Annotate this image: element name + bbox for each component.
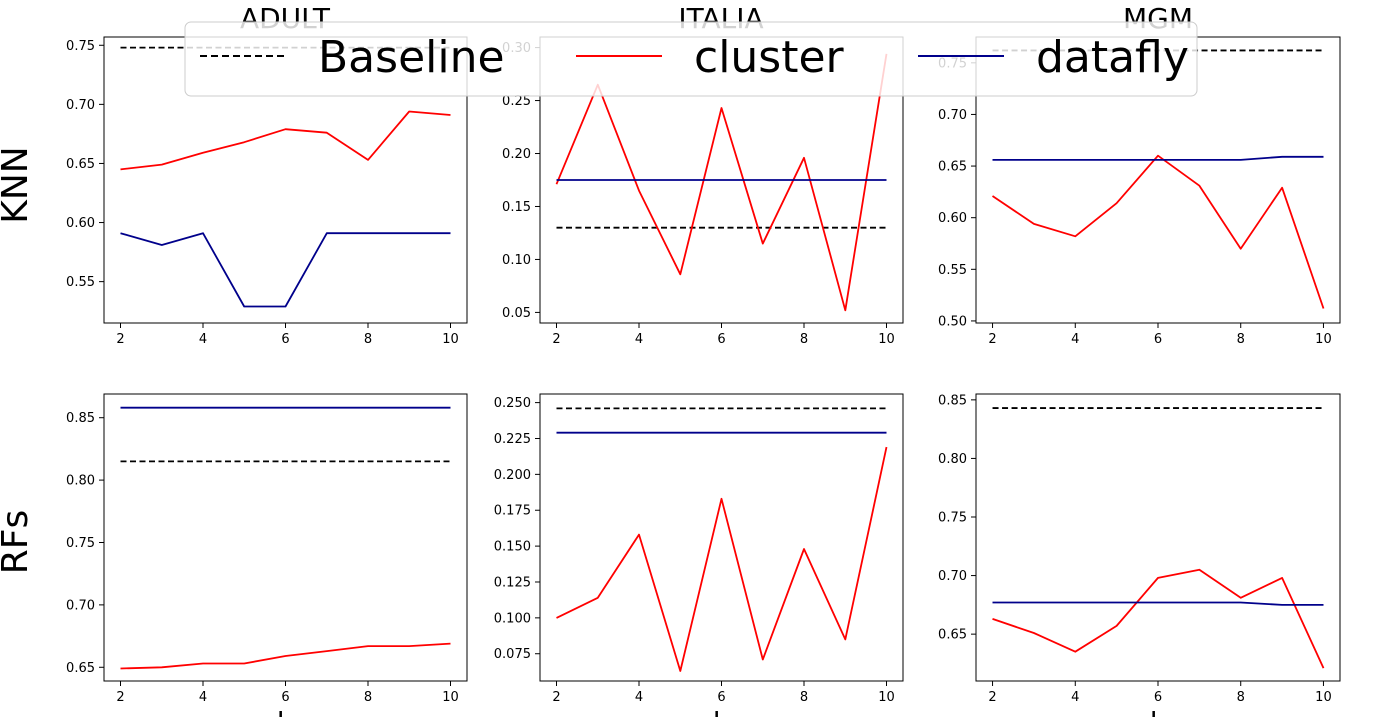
- y-tick-label: 0.225: [494, 432, 531, 447]
- x-tick-label: 10: [878, 332, 895, 347]
- x-tick-label: 2: [988, 332, 996, 347]
- y-tick-label: 0.10: [502, 253, 531, 268]
- y-tick-label: 0.80: [938, 452, 967, 467]
- x-tick-label: 8: [1237, 332, 1245, 347]
- x-tick-label: 8: [800, 332, 808, 347]
- x-tick-label: 10: [442, 332, 459, 347]
- y-tick-label: 0.65: [938, 628, 967, 643]
- series-line-cluster: [120, 642, 451, 670]
- subplot-mgm-rfs: 2 4 6 8 10 0.65 0.70 0.75 0.80 0.85: [938, 393, 1341, 705]
- subplot-italia-rfs: 2 4 6 8 10 0.075 0.100 0.125 0.150 0.175 0.200 0.22…: [494, 393, 904, 705]
- y-tick-label: 0.05: [502, 306, 531, 321]
- subplot-adult-rfs: 2 4 6 8 10 0.65 0.70 0.75 0.80 0.85: [66, 393, 468, 705]
- x-tick-label: 6: [717, 332, 725, 347]
- y-tick-label: 0.075: [494, 647, 531, 662]
- row-label-rfs: RFs: [0, 510, 36, 574]
- y-tick-label: 0.55: [938, 263, 967, 278]
- y-tick-label: 0.150: [494, 540, 531, 555]
- legend-label-baseline: Baseline: [318, 32, 505, 83]
- x-tick-label: 4: [199, 332, 207, 347]
- y-tick-label: 0.15: [502, 200, 531, 215]
- legend-label-datafly: datafly: [1036, 32, 1189, 83]
- series-line-cluster: [120, 110, 451, 171]
- series-line-cluster: [556, 446, 888, 672]
- y-tick-label: 0.200: [494, 468, 531, 483]
- x-tick-label: 4: [1071, 690, 1079, 705]
- y-tick-label: 0.80: [66, 474, 95, 489]
- legend-box: [184, 21, 1198, 97]
- x-tick-label: 2: [988, 690, 996, 705]
- y-tick-label: 0.55: [66, 275, 95, 290]
- y-tick-label: 0.60: [938, 211, 967, 226]
- x-tick-label: 2: [552, 332, 560, 347]
- y-tick-label: 0.70: [938, 108, 967, 123]
- y-tick-label: 0.250: [494, 396, 531, 411]
- x-tick-label: 8: [364, 332, 372, 347]
- x-tick-label: 8: [1237, 690, 1245, 705]
- y-tick-label: 0.20: [502, 147, 531, 162]
- x-tick-label: 6: [1154, 690, 1162, 705]
- plot-area-frame: [975, 393, 1341, 682]
- y-tick-label: 0.60: [66, 216, 95, 231]
- y-tick-label: 0.125: [494, 575, 531, 590]
- x-tick-label: 2: [552, 690, 560, 705]
- series-line-datafly: [992, 155, 1324, 161]
- legend: Baseline cluster datafly: [184, 21, 1198, 97]
- x-tick-label: 10: [1315, 332, 1332, 347]
- y-tick-label: 0.65: [66, 661, 95, 676]
- x-axis-label-mgm: k: [1150, 706, 1167, 717]
- legend-label-cluster: cluster: [694, 32, 845, 83]
- x-tick-label: 8: [364, 690, 372, 705]
- x-tick-label: 10: [442, 690, 459, 705]
- y-tick-label: 0.75: [66, 39, 95, 54]
- x-tick-label: 6: [281, 690, 289, 705]
- y-tick-label: 0.70: [66, 598, 95, 613]
- y-tick-label: 0.70: [66, 98, 95, 113]
- y-tick-label: 0.75: [66, 536, 95, 551]
- y-tick-label: 0.25: [502, 94, 531, 109]
- x-axis-label-adult: k: [277, 706, 294, 717]
- y-tick-label: 0.50: [938, 314, 967, 329]
- series-line-cluster: [991, 154, 1325, 309]
- x-tick-label: 2: [116, 332, 124, 347]
- x-tick-label: 4: [1071, 332, 1079, 347]
- y-tick-label: 0.85: [938, 393, 967, 408]
- x-tick-label: 4: [199, 690, 207, 705]
- plot-area-frame: [103, 393, 468, 682]
- series-line-cluster: [555, 53, 888, 312]
- x-tick-label: 8: [800, 690, 808, 705]
- series-line-datafly: [120, 232, 451, 308]
- series-line-cluster: [992, 568, 1325, 669]
- x-tick-label: 6: [717, 690, 725, 705]
- subplot-grid: 2 4 6 8 10 0.55 0.60 0.65 0.70 0.75 2 4 6 8 10 0.05 0.10…: [66, 36, 1341, 705]
- x-tick-label: 6: [281, 332, 289, 347]
- y-tick-label: 0.75: [938, 511, 967, 526]
- plot-area-frame: [539, 393, 904, 682]
- x-axis-label-italia: k: [713, 706, 730, 717]
- series-line-datafly: [992, 601, 1324, 606]
- y-tick-label: 0.100: [494, 611, 531, 626]
- x-tick-label: 2: [116, 690, 124, 705]
- x-tick-label: 4: [635, 690, 643, 705]
- y-tick-label: 0.85: [66, 411, 95, 426]
- x-tick-label: 4: [635, 332, 643, 347]
- y-tick-label: 0.65: [938, 160, 967, 175]
- x-tick-label: 10: [1315, 690, 1332, 705]
- row-label-knn: KNN: [0, 146, 36, 223]
- y-tick-label: 0.65: [66, 157, 95, 172]
- y-tick-label: 0.175: [494, 504, 531, 519]
- x-tick-label: 6: [1154, 332, 1162, 347]
- y-tick-label: 0.70: [938, 569, 967, 584]
- x-tick-label: 10: [878, 690, 895, 705]
